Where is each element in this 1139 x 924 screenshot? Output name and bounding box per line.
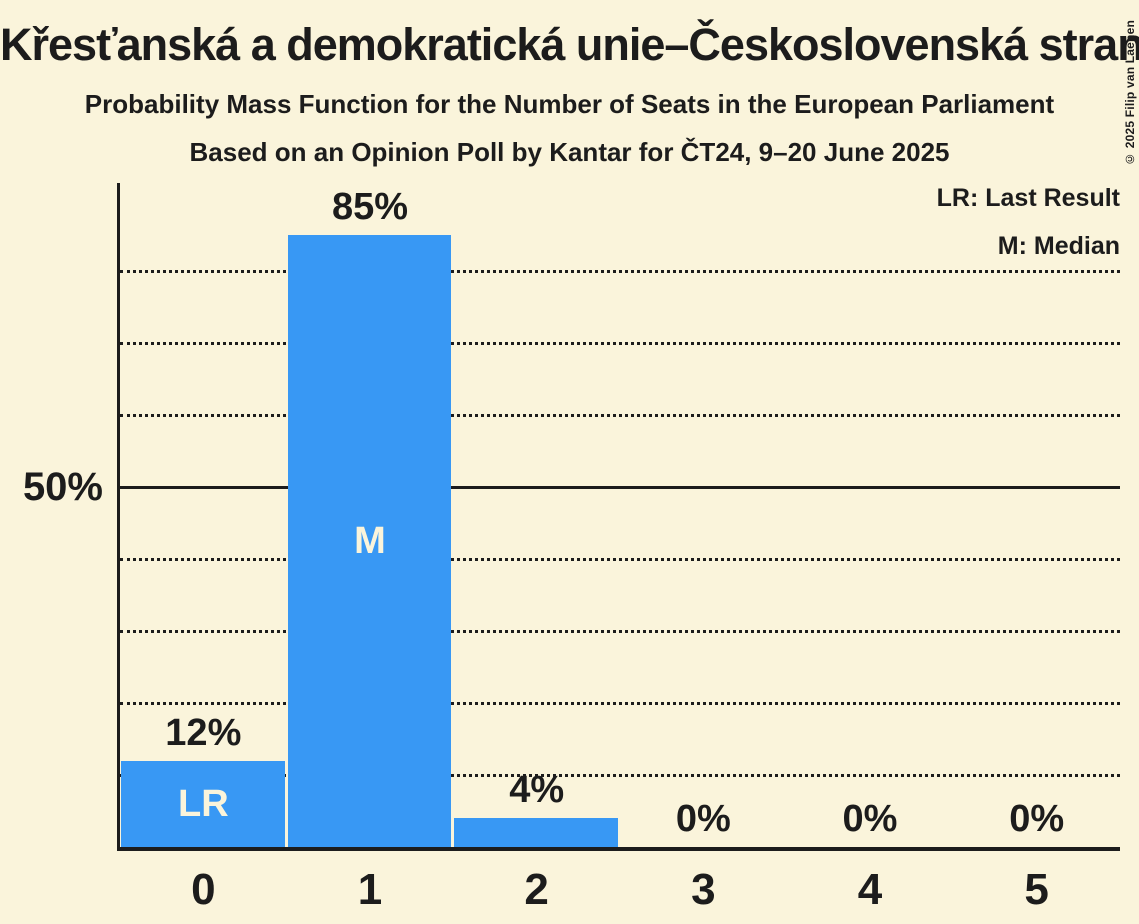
gridline-20pct	[120, 701, 1120, 705]
bar-seats-1	[287, 235, 452, 847]
bar-annotation-lr: LR	[178, 782, 229, 825]
bar-value-label-3: 0%	[675, 798, 731, 840]
gridline-10pct	[120, 773, 1120, 777]
bar-value-label-0: 12%	[165, 711, 242, 754]
gridline-80pct	[120, 269, 1120, 273]
gridline-50pct-solid	[120, 485, 1120, 489]
bar-seats-2	[454, 818, 618, 847]
gridline-60pct	[120, 413, 1120, 417]
poll-details: Based on an Opinion Poll by Kantar for Č…	[189, 137, 950, 167]
x-tick-label-5: 5	[1024, 865, 1049, 914]
bar-value-label-2: 4%	[509, 769, 565, 812]
x-tick-label-3: 3	[691, 865, 716, 914]
gridline-30pct	[120, 629, 1120, 633]
y-axis-50pct-label: 50%	[22, 465, 103, 509]
bar-value-label-4: 0%	[842, 798, 898, 840]
bar-value-label-1: 85%	[331, 186, 409, 228]
chart-subtitle: Probability Mass Function for the Number…	[84, 89, 1055, 119]
legend-median: M: Median	[997, 232, 1120, 260]
x-tick-label-0: 0	[191, 865, 216, 914]
bar-value-label-5: 0%	[1009, 798, 1065, 840]
bar-seats-0	[121, 760, 285, 847]
chart-title: Křesťanská a demokratická unie–Českoslov…	[0, 19, 1139, 70]
gridline-70pct	[120, 341, 1120, 345]
x-tick-label-4: 4	[857, 865, 883, 914]
legend-last-result: LR: Last Result	[936, 184, 1120, 212]
y-axis-line	[117, 183, 120, 851]
x-axis-line	[117, 847, 1120, 851]
x-tick-label-2: 2	[524, 865, 549, 914]
x-tick-label-1: 1	[357, 865, 383, 914]
bar-annotation-m: M	[354, 520, 386, 562]
copyright-notice: © 2025 Filip van Laenen	[1123, 20, 1137, 166]
gridline-40pct	[120, 557, 1120, 561]
